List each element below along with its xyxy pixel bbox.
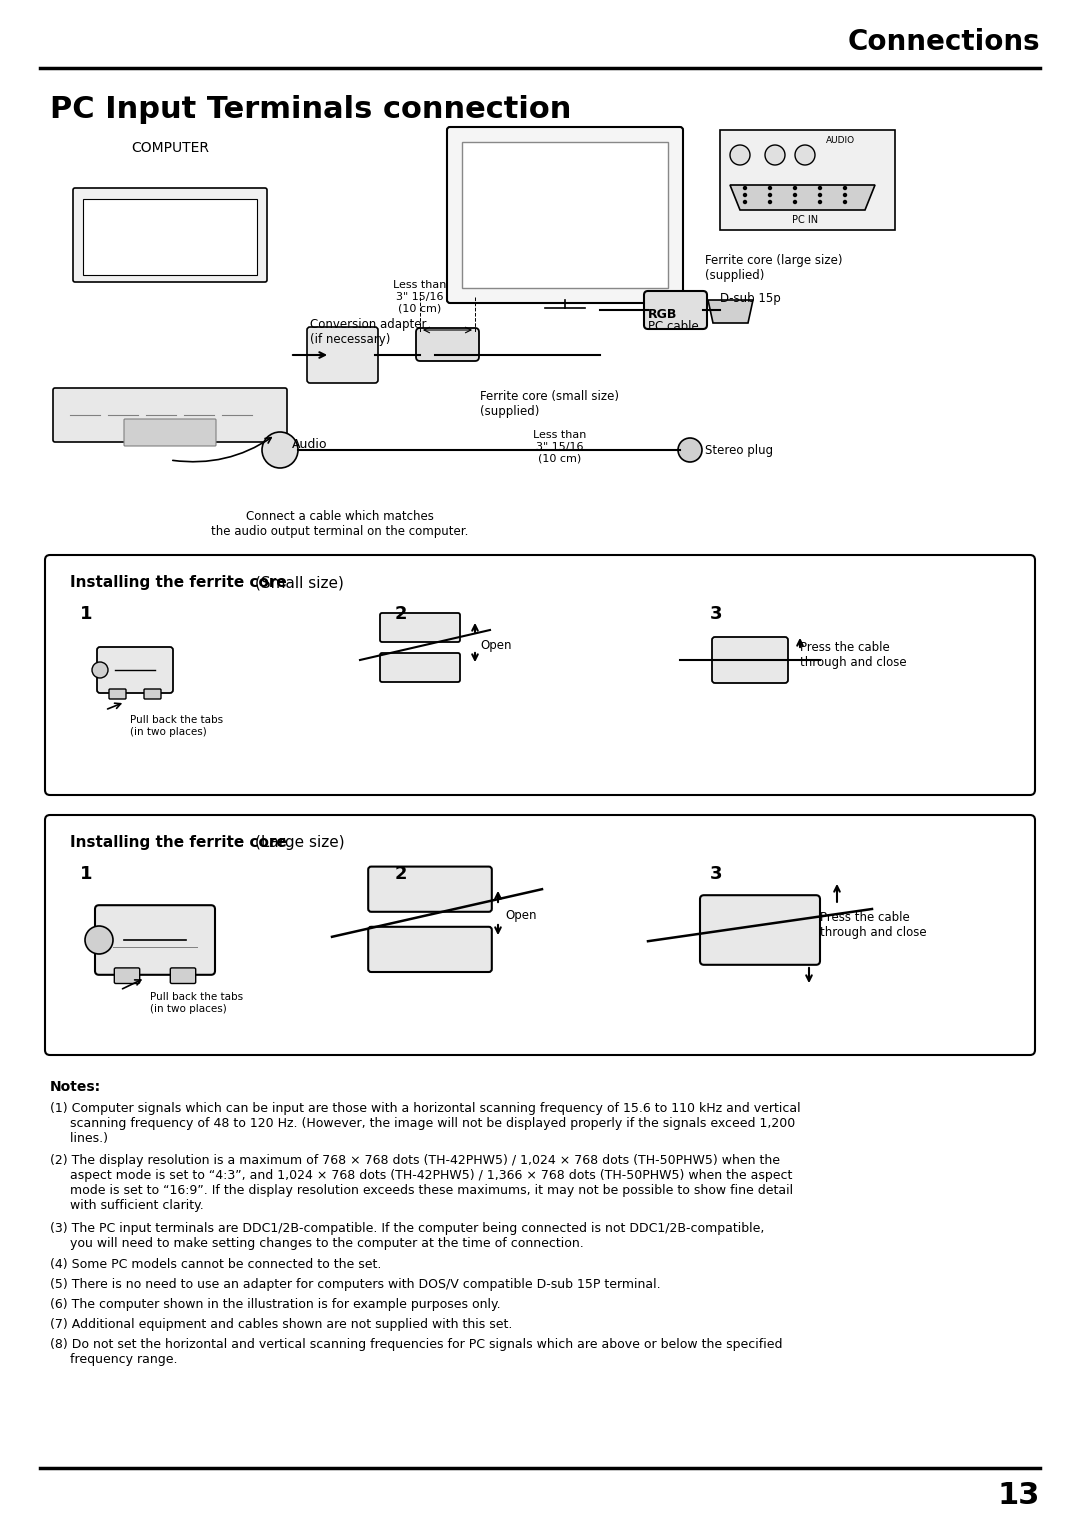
Text: RGB: RGB bbox=[648, 309, 677, 321]
FancyBboxPatch shape bbox=[368, 866, 491, 912]
FancyBboxPatch shape bbox=[416, 329, 480, 361]
Text: Open: Open bbox=[505, 909, 537, 921]
FancyBboxPatch shape bbox=[380, 613, 460, 642]
Circle shape bbox=[743, 194, 746, 197]
Text: (6) The computer shown in the illustration is for example purposes only.: (6) The computer shown in the illustrati… bbox=[50, 1297, 501, 1311]
FancyBboxPatch shape bbox=[53, 388, 287, 442]
Text: Ferrite core (small size)
(supplied): Ferrite core (small size) (supplied) bbox=[480, 390, 619, 419]
Circle shape bbox=[743, 200, 746, 203]
Text: Less than
3" 15/16
(10 cm): Less than 3" 15/16 (10 cm) bbox=[534, 429, 586, 463]
Text: (7) Additional equipment and cables shown are not supplied with this set.: (7) Additional equipment and cables show… bbox=[50, 1319, 512, 1331]
FancyBboxPatch shape bbox=[307, 327, 378, 384]
FancyBboxPatch shape bbox=[73, 188, 267, 283]
FancyBboxPatch shape bbox=[45, 555, 1035, 795]
Text: (4) Some PC models cannot be connected to the set.: (4) Some PC models cannot be connected t… bbox=[50, 1258, 381, 1271]
Circle shape bbox=[769, 194, 771, 197]
Text: (5) There is no need to use an adapter for computers with DOS/V compatible D-sub: (5) There is no need to use an adapter f… bbox=[50, 1277, 661, 1291]
Text: Open: Open bbox=[480, 639, 512, 651]
Text: (2) The display resolution is a maximum of 768 × 768 dots (TH-42PHW5) / 1,024 × : (2) The display resolution is a maximum … bbox=[50, 1154, 793, 1212]
Text: 3: 3 bbox=[710, 605, 723, 623]
FancyBboxPatch shape bbox=[720, 130, 895, 231]
Circle shape bbox=[92, 662, 108, 678]
FancyBboxPatch shape bbox=[95, 905, 215, 975]
Circle shape bbox=[743, 186, 746, 189]
Circle shape bbox=[794, 200, 797, 203]
Circle shape bbox=[262, 432, 298, 468]
Text: (8) Do not set the horizontal and vertical scanning frequencies for PC signals w: (8) Do not set the horizontal and vertic… bbox=[50, 1339, 783, 1366]
Text: (1) Computer signals which can be input are those with a horizontal scanning fre: (1) Computer signals which can be input … bbox=[50, 1102, 800, 1144]
Circle shape bbox=[819, 200, 822, 203]
Text: 3: 3 bbox=[710, 865, 723, 883]
Text: Pull back the tabs
(in two places): Pull back the tabs (in two places) bbox=[150, 992, 243, 1013]
Circle shape bbox=[843, 186, 847, 189]
Circle shape bbox=[769, 186, 771, 189]
FancyBboxPatch shape bbox=[462, 142, 669, 287]
Circle shape bbox=[730, 145, 750, 165]
Text: Conversion adapter
(if necessary): Conversion adapter (if necessary) bbox=[310, 318, 427, 345]
Text: AUDIO: AUDIO bbox=[825, 136, 854, 145]
Text: Installing the ferrite core: Installing the ferrite core bbox=[70, 575, 287, 590]
Text: PC Input Terminals connection: PC Input Terminals connection bbox=[50, 95, 571, 124]
FancyBboxPatch shape bbox=[380, 652, 460, 681]
Text: Pull back the tabs
(in two places): Pull back the tabs (in two places) bbox=[130, 715, 224, 736]
Text: Audio: Audio bbox=[293, 439, 327, 451]
Text: 1: 1 bbox=[80, 865, 93, 883]
Circle shape bbox=[794, 186, 797, 189]
FancyBboxPatch shape bbox=[700, 895, 820, 964]
Text: Connections: Connections bbox=[848, 28, 1040, 57]
Text: PC IN: PC IN bbox=[792, 215, 818, 225]
Circle shape bbox=[843, 194, 847, 197]
Text: PC cable: PC cable bbox=[648, 319, 699, 333]
Text: Less than
3" 15/16
(10 cm): Less than 3" 15/16 (10 cm) bbox=[393, 280, 447, 313]
Circle shape bbox=[794, 194, 797, 197]
Circle shape bbox=[819, 194, 822, 197]
FancyBboxPatch shape bbox=[114, 967, 139, 984]
Circle shape bbox=[843, 200, 847, 203]
Text: Notes:: Notes: bbox=[50, 1080, 102, 1094]
Polygon shape bbox=[730, 185, 875, 209]
Circle shape bbox=[819, 186, 822, 189]
Text: D-sub 15p: D-sub 15p bbox=[720, 292, 781, 306]
Text: Stereo plug: Stereo plug bbox=[705, 443, 773, 457]
Text: Press the cable
through and close: Press the cable through and close bbox=[820, 911, 927, 940]
Text: 1: 1 bbox=[80, 605, 93, 623]
FancyBboxPatch shape bbox=[447, 127, 683, 303]
FancyBboxPatch shape bbox=[644, 290, 707, 329]
Polygon shape bbox=[708, 299, 753, 322]
FancyBboxPatch shape bbox=[124, 419, 216, 446]
FancyBboxPatch shape bbox=[144, 689, 161, 698]
Circle shape bbox=[765, 145, 785, 165]
Text: Connect a cable which matches
the audio output terminal on the computer.: Connect a cable which matches the audio … bbox=[212, 510, 469, 538]
FancyBboxPatch shape bbox=[712, 637, 788, 683]
Text: 2: 2 bbox=[395, 605, 407, 623]
FancyBboxPatch shape bbox=[109, 689, 126, 698]
FancyBboxPatch shape bbox=[83, 199, 257, 275]
FancyBboxPatch shape bbox=[368, 927, 491, 972]
FancyBboxPatch shape bbox=[97, 646, 173, 694]
Circle shape bbox=[85, 926, 113, 953]
Circle shape bbox=[795, 145, 815, 165]
Text: Press the cable
through and close: Press the cable through and close bbox=[800, 642, 906, 669]
FancyBboxPatch shape bbox=[45, 814, 1035, 1054]
Circle shape bbox=[769, 200, 771, 203]
Text: (Small size): (Small size) bbox=[255, 575, 343, 590]
Text: (3) The PC input terminals are DDC1/2B-compatible. If the computer being connect: (3) The PC input terminals are DDC1/2B-c… bbox=[50, 1222, 765, 1250]
Text: COMPUTER: COMPUTER bbox=[131, 141, 210, 154]
Text: 13: 13 bbox=[998, 1481, 1040, 1510]
Text: Ferrite core (large size)
(supplied): Ferrite core (large size) (supplied) bbox=[705, 254, 842, 283]
Text: 2: 2 bbox=[395, 865, 407, 883]
Circle shape bbox=[678, 439, 702, 461]
FancyBboxPatch shape bbox=[171, 967, 195, 984]
Text: (Large size): (Large size) bbox=[255, 834, 345, 850]
Text: Installing the ferrite core: Installing the ferrite core bbox=[70, 834, 287, 850]
